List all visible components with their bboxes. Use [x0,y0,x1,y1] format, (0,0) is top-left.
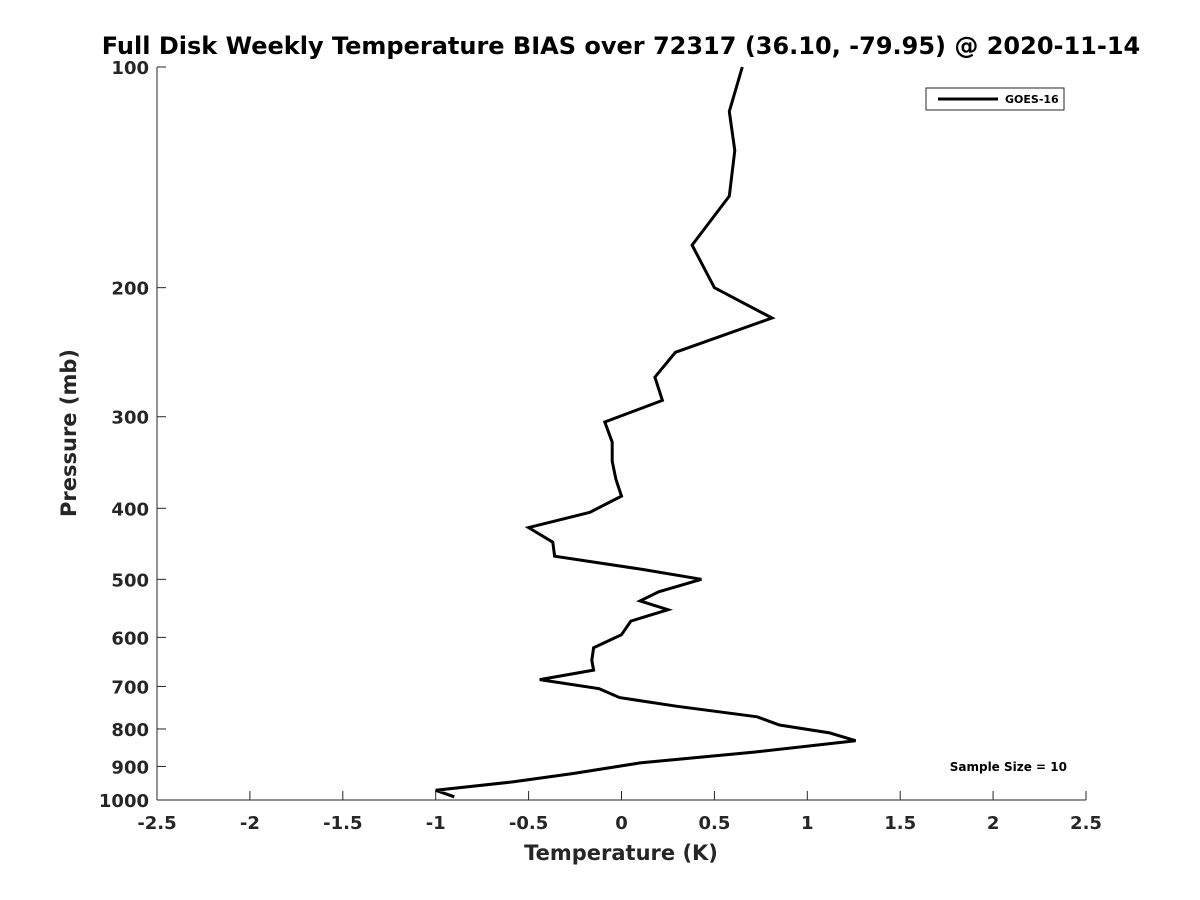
x-tick-label: -2 [240,813,260,834]
sample-size-annotation: Sample Size = 10 [950,760,1067,774]
chart-title: Full Disk Weekly Temperature BIAS over 7… [102,32,1141,60]
y-tick-label: 800 [111,720,149,741]
y-tick-label: 1000 [99,791,149,812]
y-tick-label: 300 [111,408,149,429]
x-axis-label: Temperature (K) [524,841,718,865]
y-tick-label: 700 [111,677,149,698]
series-line-0 [435,66,857,799]
legend[interactable]: GOES-16 [925,87,1065,111]
y-tick-label: 100 [111,58,149,79]
y-tick-label: 900 [111,757,149,778]
x-tick-label: 1 [801,813,814,834]
x-tick-label: 0.5 [698,813,730,834]
legend-entry-label: GOES-16 [1005,93,1059,106]
y-tick-label: 400 [111,499,149,520]
y-axis-ticks: 100 200 300 400 500 600 700 800 900 1000 [99,58,166,812]
x-tick-label: 2 [987,813,1000,834]
y-tick-label: 200 [111,279,149,300]
y-tick-label: 600 [111,628,149,649]
y-tick-label: 500 [111,570,149,591]
x-tick-label: -2.5 [137,813,176,834]
x-tick-label: 2.5 [1070,813,1102,834]
y-axis-label: Pressure (mb) [57,349,81,517]
x-tick-label: 1.5 [884,813,916,834]
x-tick-label: -0.5 [509,813,548,834]
x-tick-label: -1.5 [323,813,362,834]
x-tick-label: 0 [615,813,628,834]
series-lines [435,66,857,799]
x-tick-label: -1 [426,813,446,834]
x-axis-ticks: -2.5 -2 -1.5 -1 -0.5 0 0.5 1 1.5 2 2.5 [137,791,1102,834]
